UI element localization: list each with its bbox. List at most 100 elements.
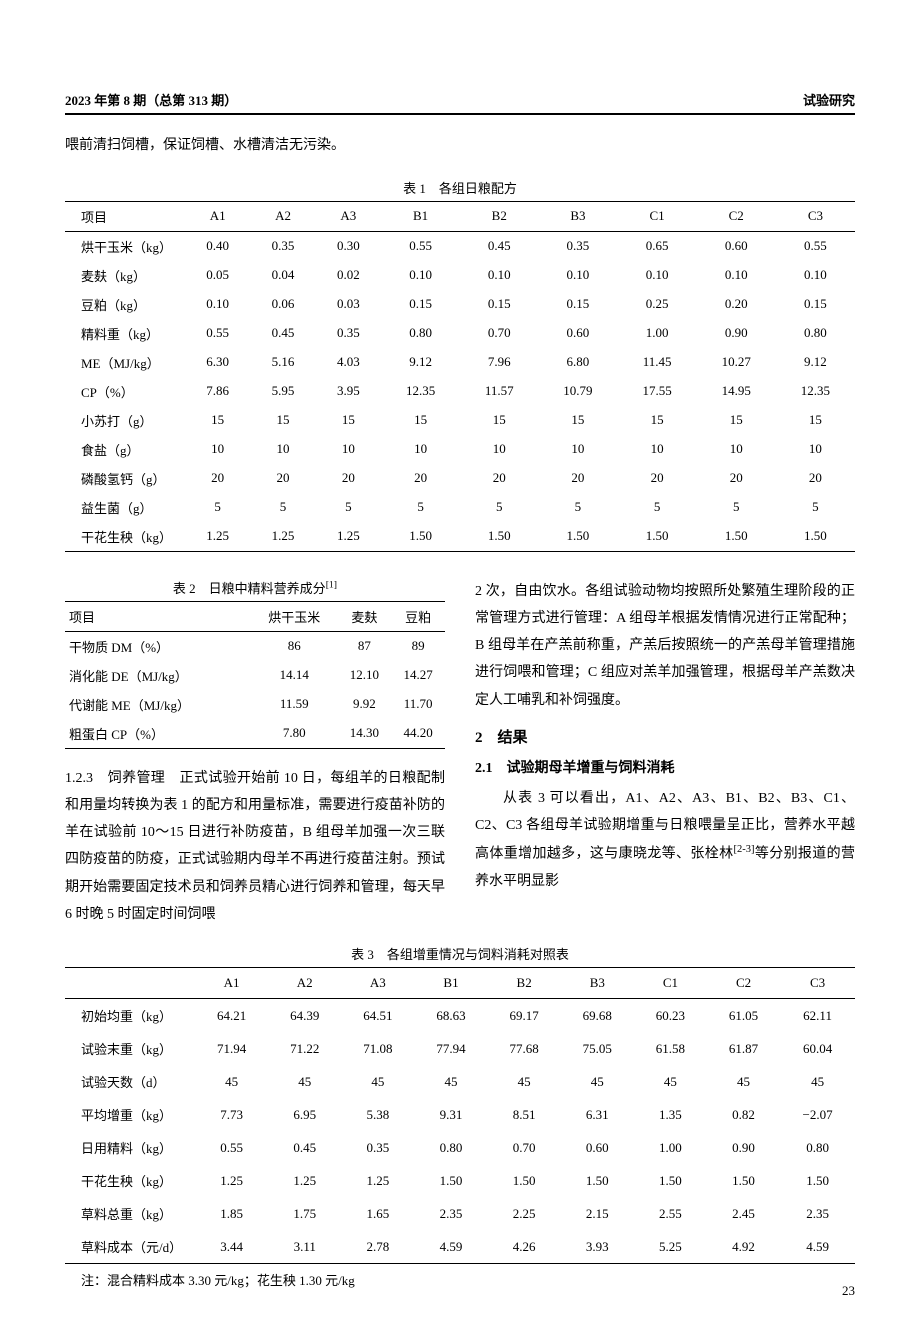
table-cell: 10 — [250, 435, 315, 464]
table-col-header: C1 — [618, 201, 697, 231]
table-row: 干花生秧（kg）1.251.251.251.501.501.501.501.50… — [65, 1164, 855, 1197]
table-cell: 20 — [381, 464, 460, 493]
table-cell: 0.35 — [316, 319, 381, 348]
table-cell: 1.50 — [618, 522, 697, 552]
table-cell: 45 — [561, 1065, 634, 1098]
table-cell: 5.16 — [250, 348, 315, 377]
table-cell: 1.00 — [618, 319, 697, 348]
table-cell: 0.35 — [250, 231, 315, 261]
table-cell: 10 — [185, 435, 250, 464]
table-cell: 69.17 — [488, 999, 561, 1033]
table-cell: 2.25 — [488, 1197, 561, 1230]
table-cell: 17.55 — [618, 377, 697, 406]
table-col-header: C2 — [707, 968, 780, 999]
table-cell: 10 — [538, 435, 617, 464]
table-row: 代谢能 ME（MJ/kg）11.599.9211.70 — [65, 690, 445, 719]
table-row: CP（%）7.865.953.9512.3511.5710.7917.5514.… — [65, 377, 855, 406]
table-cell: 1.50 — [561, 1164, 634, 1197]
table-row-label: 干花生秧（kg） — [65, 522, 185, 552]
table-cell: 0.45 — [460, 231, 538, 261]
table-cell: 4.92 — [707, 1230, 780, 1264]
table-cell: 20 — [618, 464, 697, 493]
table-cell: 5.25 — [634, 1230, 707, 1264]
header-left: 2023 年第 8 期（总第 313 期） — [65, 90, 237, 109]
table-cell: 0.10 — [776, 261, 855, 290]
table-cell: 0.80 — [776, 319, 855, 348]
table-row-label: 豆粕（kg） — [65, 290, 185, 319]
table-cell: 0.15 — [776, 290, 855, 319]
table-col-header: A2 — [250, 201, 315, 231]
table-cell: 77.68 — [488, 1032, 561, 1065]
table1-caption: 表 1 各组日粮配方 — [65, 178, 855, 197]
table-col-header: C3 — [776, 201, 855, 231]
intro-text: 喂前清扫饲槽，保证饲槽、水槽清洁无污染。 — [65, 133, 855, 160]
table-cell: 0.15 — [460, 290, 538, 319]
table-cell: 6.80 — [538, 348, 617, 377]
table-cell: 15 — [381, 406, 460, 435]
table-row-label: 试验天数（d） — [65, 1065, 195, 1098]
table-row: 精料重（kg）0.550.450.350.800.700.601.000.900… — [65, 319, 855, 348]
table-cell: 0.10 — [618, 261, 697, 290]
table-cell: 9.12 — [381, 348, 460, 377]
table-row: 小苏打（g）151515151515151515 — [65, 406, 855, 435]
table-col-header: 项目 — [65, 601, 251, 631]
table-cell: 4.26 — [488, 1230, 561, 1264]
table-col-header: 项目 — [65, 201, 185, 231]
table-cell: 61.05 — [707, 999, 780, 1033]
table-cell: 0.06 — [250, 290, 315, 319]
table-cell: 15 — [460, 406, 538, 435]
table-cell: 0.10 — [460, 261, 538, 290]
table-col-header — [65, 968, 195, 999]
table-row: 食盐（g）101010101010101010 — [65, 435, 855, 464]
table-row: 日用精料（kg）0.550.450.350.800.700.601.000.90… — [65, 1131, 855, 1164]
table-cell: 10 — [618, 435, 697, 464]
table-col-header: 麦麸 — [338, 601, 392, 631]
table-col-header: A1 — [185, 201, 250, 231]
table-cell: 0.40 — [185, 231, 250, 261]
table2: 项目烘干玉米麦麸豆粕 干物质 DM（%）868789消化能 DE（MJ/kg）1… — [65, 601, 445, 749]
table-cell: 60.23 — [634, 999, 707, 1033]
table-row: 粗蛋白 CP（%）7.8014.3044.20 — [65, 719, 445, 749]
table-cell: 12.10 — [338, 661, 392, 690]
table-row-label: 草料总重（kg） — [65, 1197, 195, 1230]
table-cell: 15 — [316, 406, 381, 435]
table-cell: 0.15 — [538, 290, 617, 319]
table-row: 平均增重（kg）7.736.955.389.318.516.311.350.82… — [65, 1098, 855, 1131]
table-cell: 4.59 — [414, 1230, 487, 1264]
table-row-label: 麦麸（kg） — [65, 261, 185, 290]
table-cell: 0.82 — [707, 1098, 780, 1131]
table-cell: 14.95 — [697, 377, 776, 406]
table-row: 初始均重（kg）64.2164.3964.5168.6369.1769.6860… — [65, 999, 855, 1033]
table-cell: 0.10 — [538, 261, 617, 290]
table-cell: 1.25 — [185, 522, 250, 552]
table-row-label: 烘干玉米（kg） — [65, 231, 185, 261]
table-col-header: B1 — [414, 968, 487, 999]
table-cell: 20 — [460, 464, 538, 493]
table-row-label: 初始均重（kg） — [65, 999, 195, 1033]
table-row-label: 食盐（g） — [65, 435, 185, 464]
table-cell: 0.05 — [185, 261, 250, 290]
table-cell: 0.45 — [268, 1131, 341, 1164]
table-col-header: A1 — [195, 968, 268, 999]
table-cell: 89 — [391, 631, 445, 661]
table-cell: 45 — [634, 1065, 707, 1098]
table-cell: 1.50 — [381, 522, 460, 552]
table-row-label: 代谢能 ME（MJ/kg） — [65, 690, 251, 719]
table-cell: 45 — [488, 1065, 561, 1098]
table-cell: 0.80 — [414, 1131, 487, 1164]
table-cell: 0.65 — [618, 231, 697, 261]
table-cell: 2.35 — [780, 1197, 855, 1230]
table-cell: 0.80 — [381, 319, 460, 348]
table-col-header: B2 — [488, 968, 561, 999]
table-row-label: 试验末重（kg） — [65, 1032, 195, 1065]
table-cell: 0.25 — [618, 290, 697, 319]
table-cell: 45 — [707, 1065, 780, 1098]
table-col-header: C2 — [697, 201, 776, 231]
table-cell: 1.50 — [538, 522, 617, 552]
table-cell: 10 — [776, 435, 855, 464]
table-row: 草料总重（kg）1.851.751.652.352.252.152.552.45… — [65, 1197, 855, 1230]
table-cell: 1.65 — [341, 1197, 414, 1230]
table-cell: 7.73 — [195, 1098, 268, 1131]
table-cell: 0.60 — [538, 319, 617, 348]
table-cell: 3.11 — [268, 1230, 341, 1264]
